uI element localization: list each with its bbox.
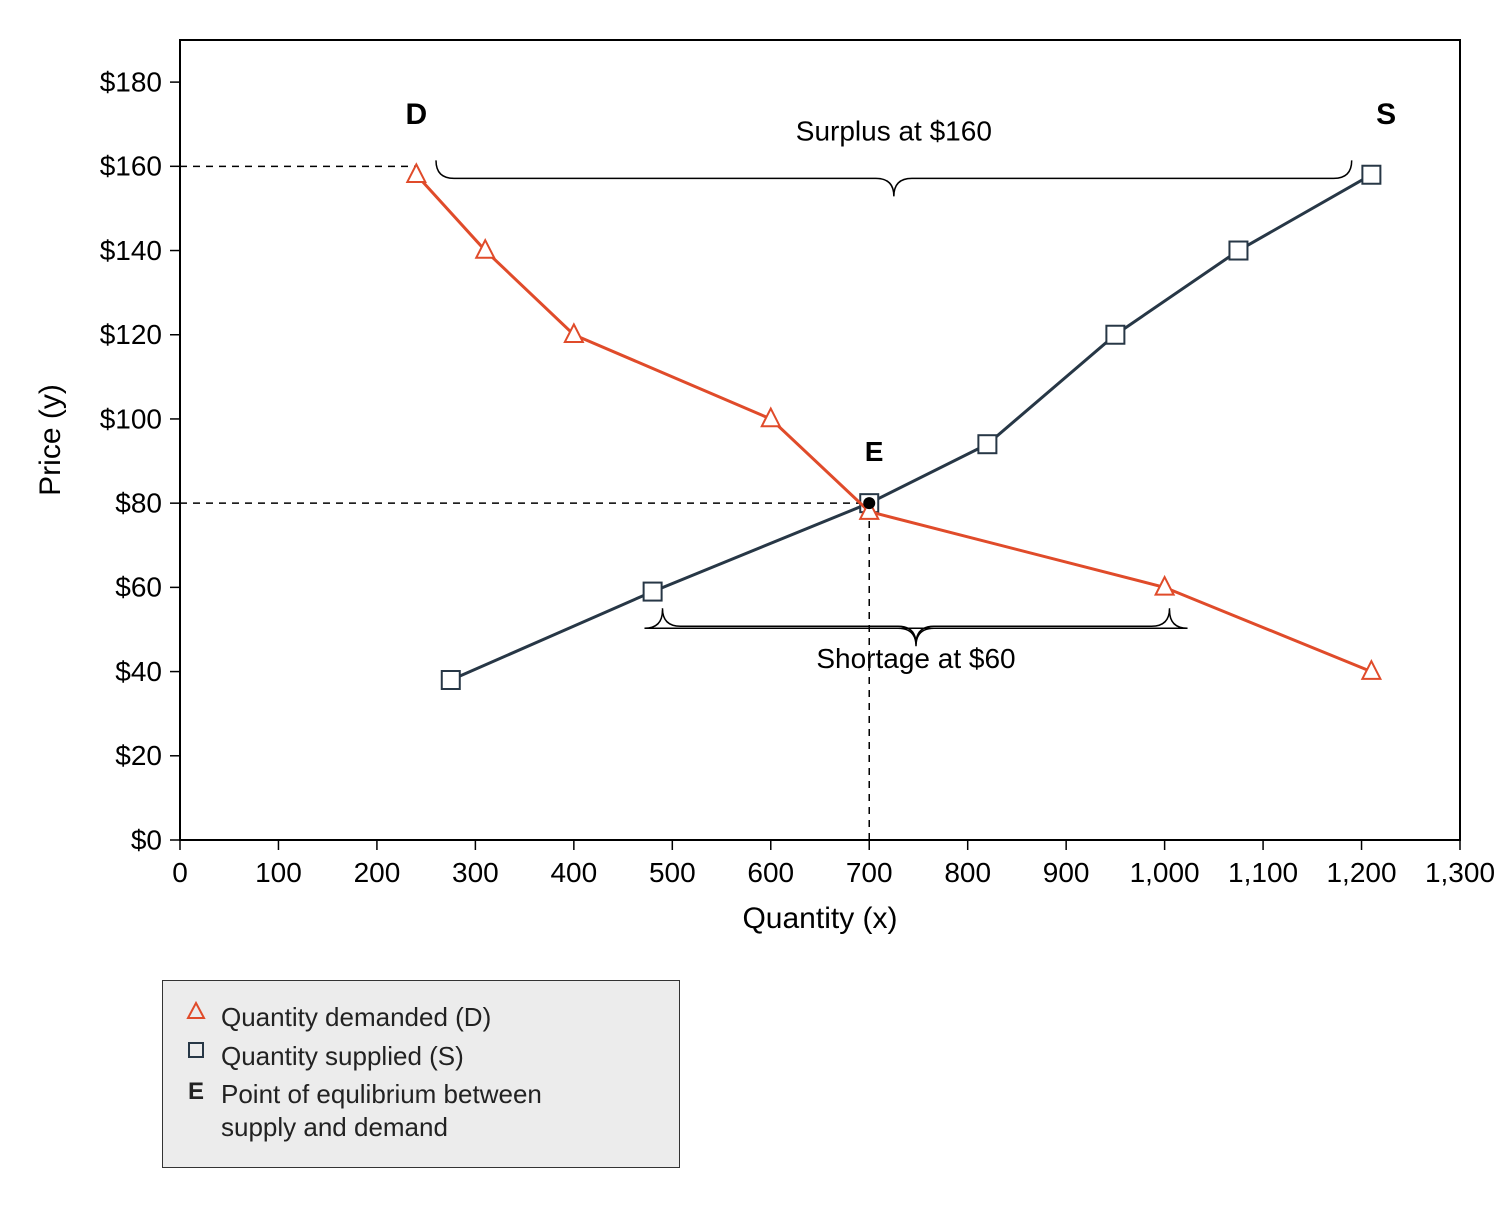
legend-label-demand: Quantity demanded (D) [221,1001,491,1034]
legend-row-supply: Quantity supplied (S) [181,1040,661,1073]
square-icon [181,1040,211,1060]
svg-text:500: 500 [649,857,696,888]
svg-text:$160: $160 [100,151,162,182]
triangle-icon [181,1001,211,1021]
svg-text:Surplus at $160: Surplus at $160 [796,115,992,146]
svg-text:1,100: 1,100 [1228,857,1298,888]
legend-label-equilibrium: Point of equlibrium between supply and d… [221,1078,621,1143]
chart-legend: Quantity demanded (D) Quantity supplied … [162,980,680,1168]
svg-text:D: D [405,98,427,131]
svg-text:200: 200 [354,857,401,888]
svg-text:$20: $20 [115,740,162,771]
svg-text:300: 300 [452,857,499,888]
equilibrium-letter: E [181,1078,211,1106]
svg-text:1,200: 1,200 [1326,857,1396,888]
svg-text:$120: $120 [100,319,162,350]
svg-text:$80: $80 [115,487,162,518]
svg-text:$0: $0 [131,824,162,855]
svg-text:400: 400 [550,857,597,888]
svg-text:Price (y): Price (y) [34,384,67,496]
svg-text:$140: $140 [100,235,162,266]
svg-text:$100: $100 [100,403,162,434]
svg-text:600: 600 [747,857,794,888]
svg-text:S: S [1376,98,1396,131]
svg-text:Quantity (x): Quantity (x) [742,902,897,935]
svg-text:$60: $60 [115,572,162,603]
legend-row-demand: Quantity demanded (D) [181,1001,661,1034]
svg-text:100: 100 [255,857,302,888]
svg-text:1,300: 1,300 [1425,857,1494,888]
svg-text:Shortage at $60: Shortage at $60 [816,643,1015,674]
svg-text:800: 800 [944,857,991,888]
svg-text:E: E [865,436,884,467]
svg-text:900: 900 [1043,857,1090,888]
svg-text:1,000: 1,000 [1130,857,1200,888]
svg-text:700: 700 [846,857,893,888]
svg-text:$180: $180 [100,66,162,97]
supply-demand-chart: 0 100 200 300 400 500 600 700 800 900 1,000 1,100 1,… [20,20,1494,1201]
legend-label-supply: Quantity supplied (S) [221,1040,464,1073]
svg-text:$40: $40 [115,656,162,687]
svg-text:0: 0 [172,857,188,888]
legend-row-equilibrium: E Point of equlibrium between supply and… [181,1078,661,1143]
